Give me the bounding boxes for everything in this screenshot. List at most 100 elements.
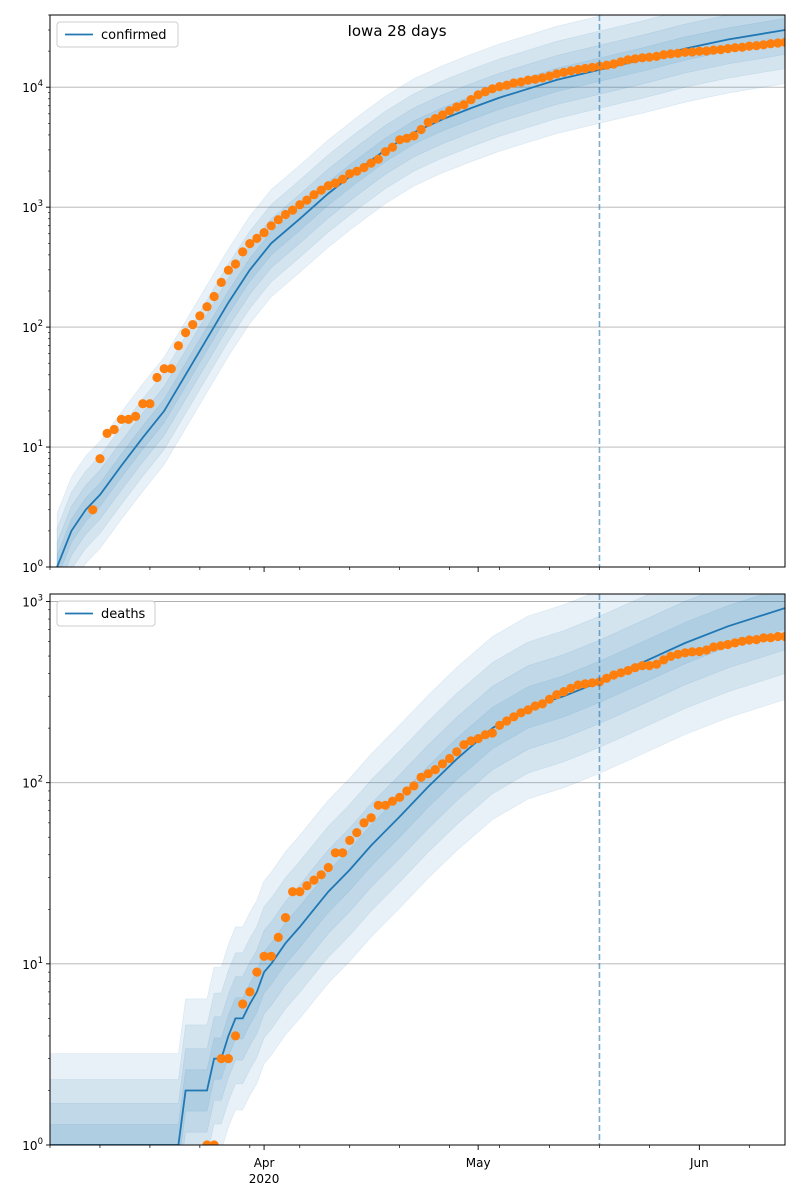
data-point: [352, 166, 362, 176]
data-point: [495, 720, 505, 731]
legend-label: deaths: [101, 607, 146, 622]
data-point: [559, 67, 569, 77]
data-point: [138, 399, 148, 409]
legend: confirmed: [56, 21, 179, 48]
data-point: [266, 951, 276, 961]
data-point: [616, 668, 626, 678]
data-point: [195, 311, 205, 321]
data-point: [673, 649, 683, 659]
data-point: [280, 209, 291, 220]
data-point: [416, 772, 426, 782]
data-point: [295, 887, 305, 897]
data-point: [644, 52, 655, 62]
data-point: [630, 663, 640, 673]
data-point: [366, 158, 376, 168]
data-point: [552, 69, 562, 79]
data-point: [259, 951, 269, 961]
data-point: [409, 131, 419, 141]
model-line-deaths: [50, 607, 785, 1145]
x-tick-label: Jun: [689, 1156, 709, 1170]
data-point: [623, 665, 633, 676]
y-tick-label: 103: [22, 199, 43, 215]
data-point: [445, 753, 455, 764]
data-point: [445, 106, 455, 116]
data-point: [302, 195, 312, 205]
data-point: [252, 233, 262, 243]
data-point: [402, 786, 412, 796]
data-point: [230, 259, 241, 269]
data-point: [594, 61, 605, 71]
data-point: [652, 51, 662, 62]
data-point: [530, 74, 540, 84]
data-point: [280, 913, 291, 923]
data-point: [473, 734, 483, 744]
data-point: [380, 147, 390, 157]
data-point: [273, 932, 283, 943]
data-point: [573, 680, 583, 690]
data-point: [366, 813, 376, 823]
data-point: [495, 82, 505, 92]
y-tick-label: 101: [22, 439, 43, 455]
data-point: [252, 967, 262, 977]
legend-box: [56, 600, 156, 627]
data-point: [359, 162, 369, 173]
data-point: [230, 1031, 241, 1041]
data-point: [659, 50, 669, 60]
y-tick-label: 102: [22, 319, 43, 335]
data-point: [209, 1140, 219, 1145]
data-point: [430, 765, 440, 775]
data-point: [566, 683, 576, 693]
data-point: [566, 66, 576, 76]
data-point: [209, 291, 219, 302]
data-point: [609, 670, 619, 680]
data-point: [288, 887, 298, 897]
data-point: [587, 678, 597, 688]
data-point: [573, 64, 583, 75]
data-point: [644, 661, 655, 671]
legend-label: confirmed: [101, 28, 167, 43]
y-tick-label: 101: [22, 956, 43, 972]
data-point: [666, 49, 676, 59]
data-point: [523, 705, 533, 715]
data-point: [637, 53, 647, 63]
data-point: [587, 62, 597, 72]
data-point: [502, 716, 512, 726]
uncertainty-band: [50, 594, 785, 1145]
data-point: [466, 95, 476, 105]
data-point: [694, 46, 705, 56]
data-point: [238, 247, 248, 257]
data-point: [716, 641, 726, 651]
data-point: [744, 41, 754, 51]
data-point: [594, 677, 605, 687]
data-point: [737, 636, 747, 646]
data-point: [466, 736, 476, 746]
data-point: [516, 77, 526, 87]
data-point: [716, 45, 726, 55]
data-point: [437, 759, 448, 769]
data-point: [730, 43, 740, 53]
data-point: [223, 265, 233, 275]
x-tick-sublabel: 2020: [249, 1172, 280, 1186]
y-tick-label: 104: [22, 79, 43, 95]
data-point: [266, 221, 276, 231]
axes-frame: [49, 593, 786, 1146]
data-point: [637, 661, 647, 671]
axes-frame: [49, 14, 786, 568]
data-point: [95, 454, 105, 464]
data-point: [673, 48, 683, 58]
data-point: [544, 694, 555, 704]
data-point: [580, 63, 590, 74]
data-point: [373, 154, 383, 164]
data-point: [338, 848, 348, 858]
data-point: [516, 708, 526, 718]
data-point: [166, 364, 176, 374]
data-point: [102, 428, 112, 438]
data-point: [245, 239, 255, 249]
data-point: [309, 875, 319, 885]
data-point: [145, 399, 155, 409]
legend-box: [56, 21, 179, 48]
data-point: [580, 679, 590, 689]
data-point: [709, 642, 719, 652]
data-point: [751, 635, 762, 645]
data-point: [416, 124, 426, 135]
